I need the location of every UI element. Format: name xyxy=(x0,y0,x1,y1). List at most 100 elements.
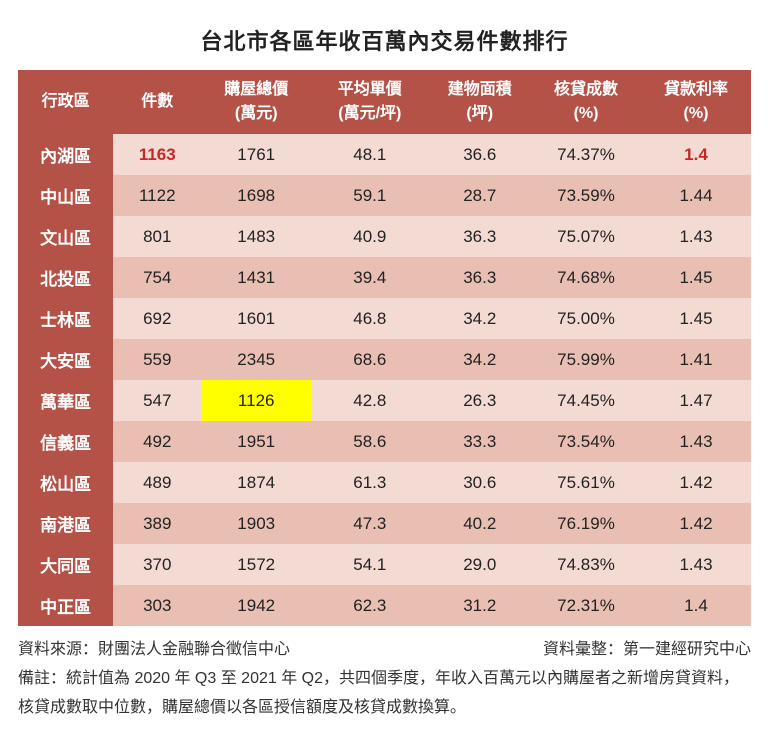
cell-total: 2345 xyxy=(201,339,311,380)
cell-district: 中正區 xyxy=(18,585,113,626)
cell-count: 754 xyxy=(113,257,201,298)
table-footer: 資料來源：財團法人金融聯合徵信中心 資料彙整：第一建經研究中心 備註：統計值為 … xyxy=(18,636,751,722)
table-header-row: 行政區件數購屋總價(萬元)平均單價(萬元/坪)建物面積(坪)核貸成數(%)貸款利… xyxy=(18,70,751,134)
table-row: 北投區754143139.436.374.68%1.45 xyxy=(18,257,751,298)
cell-rate: 1.42 xyxy=(641,462,751,503)
cell-unit: 61.3 xyxy=(311,462,428,503)
cell-ltv: 73.59% xyxy=(531,175,641,216)
cell-ltv: 76.19% xyxy=(531,503,641,544)
cell-district: 南港區 xyxy=(18,503,113,544)
cell-count: 801 xyxy=(113,216,201,257)
cell-rate: 1.41 xyxy=(641,339,751,380)
cell-area: 26.3 xyxy=(428,380,531,421)
cell-ltv: 74.45% xyxy=(531,380,641,421)
cell-unit: 40.9 xyxy=(311,216,428,257)
col-header-district: 行政區 xyxy=(18,70,113,134)
cell-area: 33.3 xyxy=(428,421,531,462)
page-title: 台北市各區年收百萬內交易件數排行 xyxy=(18,24,751,56)
cell-area: 36.6 xyxy=(428,134,531,175)
cell-total: 1126 xyxy=(201,380,311,421)
cell-ltv: 75.00% xyxy=(531,298,641,339)
col-header-ltv: 核貸成數(%) xyxy=(531,70,641,134)
cell-area: 31.2 xyxy=(428,585,531,626)
table-row: 中正區303194262.331.272.31%1.4 xyxy=(18,585,751,626)
cell-ltv: 72.31% xyxy=(531,585,641,626)
col-header-unit: 平均單價(萬元/坪) xyxy=(311,70,428,134)
table-row: 內湖區1163176148.136.674.37%1.4 xyxy=(18,134,751,175)
cell-district: 松山區 xyxy=(18,462,113,503)
cell-count: 559 xyxy=(113,339,201,380)
cell-count: 547 xyxy=(113,380,201,421)
footer-note: 備註：統計值為 2020 年 Q3 至 2021 年 Q2，共四個季度，年收入百… xyxy=(18,665,751,723)
table-row: 中山區1122169859.128.773.59%1.44 xyxy=(18,175,751,216)
source-label: 資料來源：財團法人金融聯合徵信中心 xyxy=(18,636,290,665)
cell-count: 303 xyxy=(113,585,201,626)
cell-rate: 1.43 xyxy=(641,216,751,257)
cell-ltv: 75.07% xyxy=(531,216,641,257)
cell-rate: 1.45 xyxy=(641,257,751,298)
cell-total: 1761 xyxy=(201,134,311,175)
cell-rate: 1.45 xyxy=(641,298,751,339)
ranking-table: 行政區件數購屋總價(萬元)平均單價(萬元/坪)建物面積(坪)核貸成數(%)貸款利… xyxy=(18,70,751,626)
cell-rate: 1.43 xyxy=(641,421,751,462)
cell-area: 30.6 xyxy=(428,462,531,503)
table-row: 大同區370157254.129.074.83%1.43 xyxy=(18,544,751,585)
col-header-total: 購屋總價(萬元) xyxy=(201,70,311,134)
cell-rate: 1.43 xyxy=(641,544,751,585)
cell-ltv: 73.54% xyxy=(531,421,641,462)
cell-count: 489 xyxy=(113,462,201,503)
cell-rate: 1.4 xyxy=(641,134,751,175)
cell-district: 中山區 xyxy=(18,175,113,216)
cell-area: 36.3 xyxy=(428,257,531,298)
cell-unit: 46.8 xyxy=(311,298,428,339)
cell-rate: 1.4 xyxy=(641,585,751,626)
cell-district: 文山區 xyxy=(18,216,113,257)
cell-ltv: 74.37% xyxy=(531,134,641,175)
table-row: 信義區492195158.633.373.54%1.43 xyxy=(18,421,751,462)
cell-count: 389 xyxy=(113,503,201,544)
cell-total: 1903 xyxy=(201,503,311,544)
table-row: 萬華區547112642.826.374.45%1.47 xyxy=(18,380,751,421)
cell-unit: 47.3 xyxy=(311,503,428,544)
cell-rate: 1.44 xyxy=(641,175,751,216)
cell-total: 1874 xyxy=(201,462,311,503)
col-header-area: 建物面積(坪) xyxy=(428,70,531,134)
cell-ltv: 75.61% xyxy=(531,462,641,503)
col-header-rate: 貸款利率(%) xyxy=(641,70,751,134)
cell-ltv: 75.99% xyxy=(531,339,641,380)
cell-total: 1483 xyxy=(201,216,311,257)
cell-area: 36.3 xyxy=(428,216,531,257)
col-header-count: 件數 xyxy=(113,70,201,134)
cell-count: 1163 xyxy=(113,134,201,175)
cell-unit: 68.6 xyxy=(311,339,428,380)
cell-total: 1601 xyxy=(201,298,311,339)
cell-rate: 1.47 xyxy=(641,380,751,421)
cell-district: 萬華區 xyxy=(18,380,113,421)
cell-count: 692 xyxy=(113,298,201,339)
cell-rate: 1.42 xyxy=(641,503,751,544)
table-row: 南港區389190347.340.276.19%1.42 xyxy=(18,503,751,544)
table-row: 大安區559234568.634.275.99%1.41 xyxy=(18,339,751,380)
cell-count: 492 xyxy=(113,421,201,462)
cell-unit: 48.1 xyxy=(311,134,428,175)
cell-total: 1431 xyxy=(201,257,311,298)
cell-district: 北投區 xyxy=(18,257,113,298)
cell-ltv: 74.83% xyxy=(531,544,641,585)
cell-unit: 58.6 xyxy=(311,421,428,462)
cell-area: 40.2 xyxy=(428,503,531,544)
cell-unit: 39.4 xyxy=(311,257,428,298)
cell-area: 29.0 xyxy=(428,544,531,585)
cell-count: 1122 xyxy=(113,175,201,216)
cell-ltv: 74.68% xyxy=(531,257,641,298)
cell-total: 1698 xyxy=(201,175,311,216)
cell-area: 34.2 xyxy=(428,339,531,380)
cell-unit: 59.1 xyxy=(311,175,428,216)
cell-area: 28.7 xyxy=(428,175,531,216)
cell-area: 34.2 xyxy=(428,298,531,339)
cell-unit: 42.8 xyxy=(311,380,428,421)
cell-district: 大安區 xyxy=(18,339,113,380)
table-row: 松山區489187461.330.675.61%1.42 xyxy=(18,462,751,503)
compiled-label: 資料彙整：第一建經研究中心 xyxy=(543,636,751,665)
cell-unit: 54.1 xyxy=(311,544,428,585)
cell-district: 信義區 xyxy=(18,421,113,462)
